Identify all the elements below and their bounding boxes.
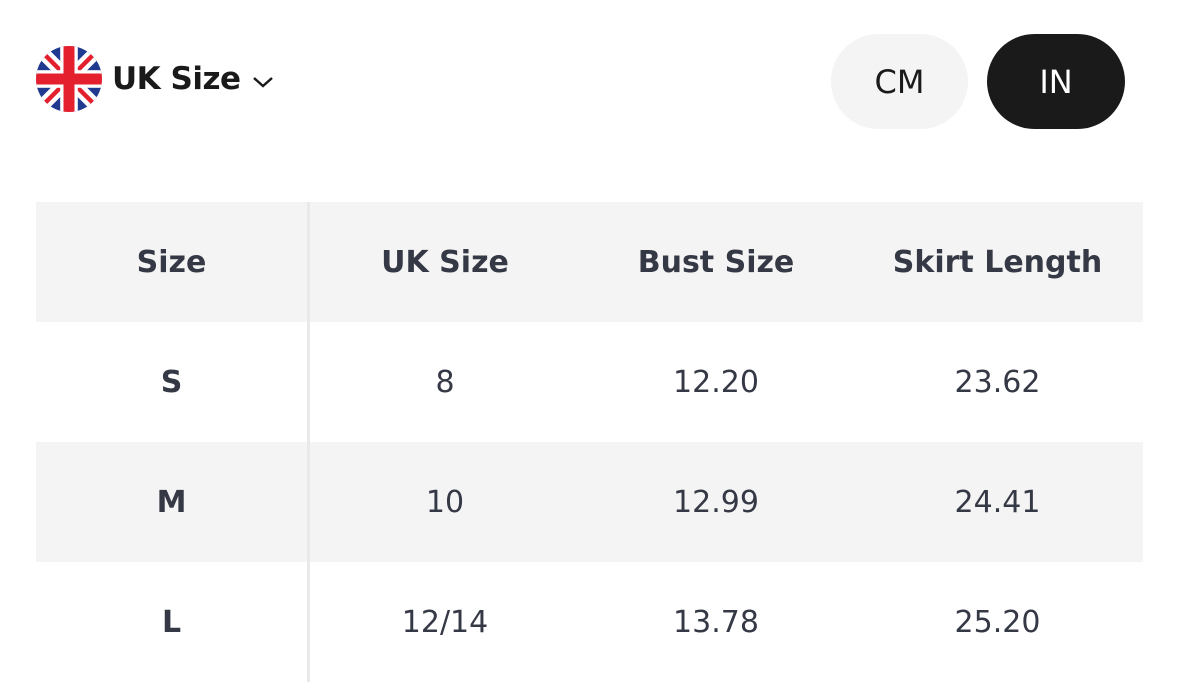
region-size-selector[interactable]: UK Size [36,46,275,112]
cell-uk-size: 12/14 [401,604,489,640]
header-size: Size [36,202,310,322]
cell-size: L [36,562,310,682]
cell-bust-size: 12.99 [673,484,759,520]
cell-size: M [36,442,310,562]
region-label: UK Size [112,61,241,97]
cell-bust-size: 12.20 [673,364,759,400]
cell-skirt-length: 24.41 [954,484,1041,520]
unit-cm-button[interactable]: CM [831,34,968,129]
unit-in-button[interactable]: IN [987,34,1125,129]
table-row: S 8 12.20 23.62 [36,322,1143,442]
uk-flag-icon [36,46,102,112]
header-skirt-length: Skirt Length [892,244,1103,280]
table-row: L 12/14 13.78 25.20 [36,562,1143,682]
header-bust-size: Bust Size [637,244,795,280]
table-row: M 10 12.99 24.41 [36,442,1143,562]
header-uk-size: UK Size [381,244,509,280]
table-header-row: Size UK Size Bust Size Skirt Length [36,202,1143,322]
chevron-down-icon [252,77,273,88]
cell-uk-size: 10 [425,484,465,520]
cell-skirt-length: 25.20 [954,604,1041,640]
size-chart-table: Size UK Size Bust Size Skirt Length S 8 … [36,202,1143,682]
cell-bust-size: 13.78 [673,604,759,640]
cell-skirt-length: 23.62 [954,364,1041,400]
cell-uk-size: 8 [435,364,455,400]
cell-size: S [36,322,310,442]
